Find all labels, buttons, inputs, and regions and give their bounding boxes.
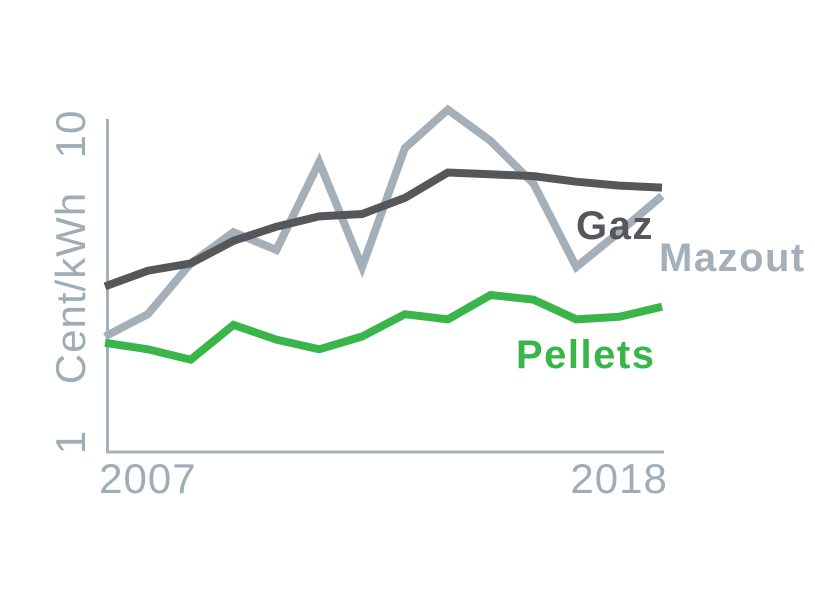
y-tick-10: 10 xyxy=(47,109,94,159)
y-axis-title: Cent/kWh xyxy=(47,191,94,385)
y-tick-1: 1 xyxy=(47,429,94,455)
gaz-series-label: Gaz xyxy=(576,204,654,248)
mazout-series-label: Mazout xyxy=(659,236,806,280)
pellets-series-label: Pellets xyxy=(516,333,656,377)
pellets-line xyxy=(104,290,663,365)
gaz-line xyxy=(103,168,663,291)
x-tick-2007: 2007 xyxy=(99,455,197,502)
x-tick-2018: 2018 xyxy=(570,455,668,502)
